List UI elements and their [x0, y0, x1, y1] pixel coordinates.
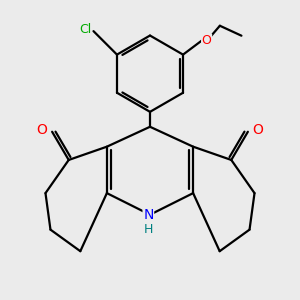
Text: O: O	[252, 123, 263, 137]
Text: H: H	[144, 223, 153, 236]
Text: Cl: Cl	[79, 23, 91, 36]
Text: O: O	[37, 123, 48, 137]
Text: O: O	[202, 34, 212, 47]
Text: N: N	[143, 208, 154, 222]
